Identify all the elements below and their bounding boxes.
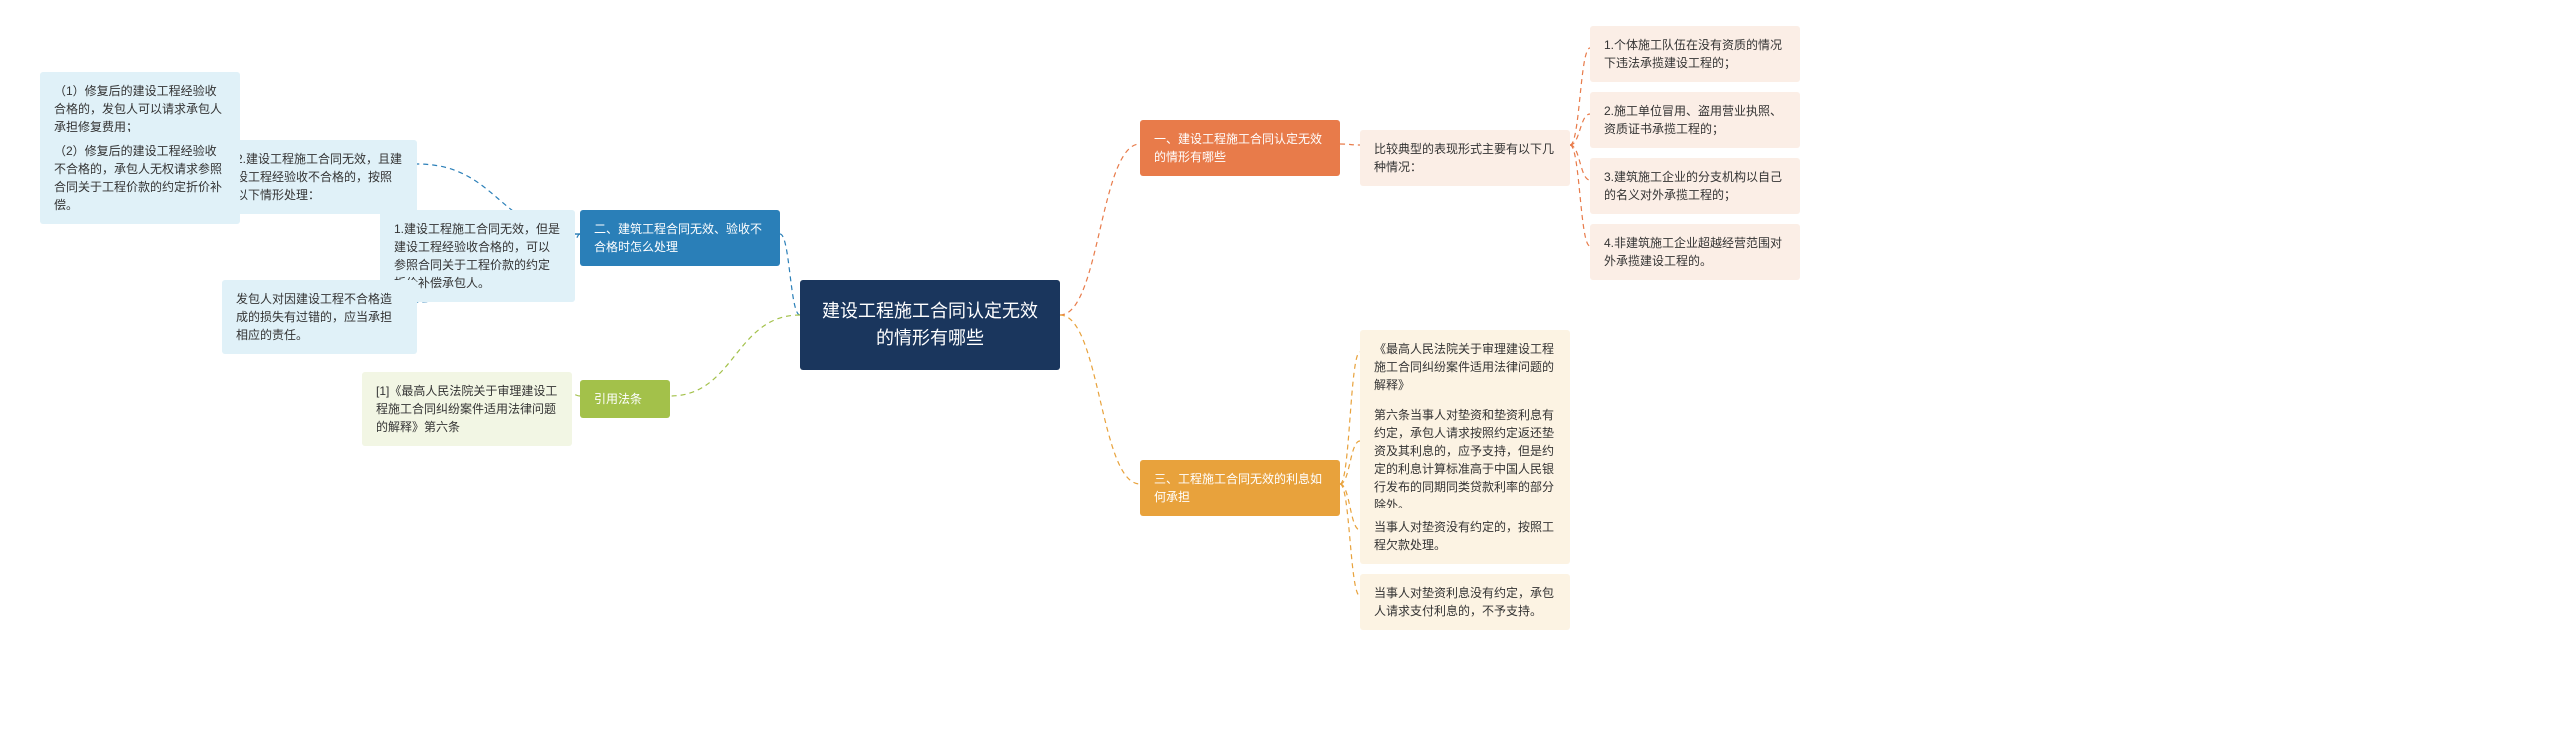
mindmap-node: 当事人对垫资利息没有约定，承包人请求支付利息的，不予支持。 bbox=[1360, 574, 1570, 630]
mindmap-node: 发包人对因建设工程不合格造成的损失有过错的，应当承担相应的责任。 bbox=[222, 280, 417, 354]
mindmap-node: 当事人对垫资没有约定的，按照工程欠款处理。 bbox=[1360, 508, 1570, 564]
mindmap-node: 4.非建筑施工企业超越经营范围对外承揽建设工程的。 bbox=[1590, 224, 1800, 280]
mindmap-node: 比较典型的表现形式主要有以下几种情况： bbox=[1360, 130, 1570, 186]
mindmap-node: [1]《最高人民法院关于审理建设工程施工合同纠纷案件适用法律问题的解释》第六条 bbox=[362, 372, 572, 446]
mindmap-node: 第六条当事人对垫资和垫资利息有约定，承包人请求按照约定返还垫资及其利息的，应予支… bbox=[1360, 396, 1570, 524]
mindmap-node: 一、建设工程施工合同认定无效的情形有哪些 bbox=[1140, 120, 1340, 176]
connector-layer bbox=[0, 0, 2560, 738]
mindmap-node: 2.建设工程施工合同无效，且建设工程经验收不合格的，按照以下情形处理： bbox=[222, 140, 417, 214]
mindmap-node: 引用法条 bbox=[580, 380, 670, 418]
mindmap-node: 3.建筑施工企业的分支机构以自己的名义对外承揽工程的； bbox=[1590, 158, 1800, 214]
mindmap-node: 二、建筑工程合同无效、验收不合格时怎么处理 bbox=[580, 210, 780, 266]
mindmap-node: 1.个体施工队伍在没有资质的情况下违法承揽建设工程的； bbox=[1590, 26, 1800, 82]
mindmap-node: 2.施工单位冒用、盗用营业执照、资质证书承揽工程的； bbox=[1590, 92, 1800, 148]
mindmap-node: 建设工程施工合同认定无效的情形有哪些 bbox=[800, 280, 1060, 370]
mindmap-node: （2）修复后的建设工程经验收不合格的，承包人无权请求参照合同关于工程价款的约定折… bbox=[40, 132, 240, 224]
mindmap-node: 三、工程施工合同无效的利息如何承担 bbox=[1140, 460, 1340, 516]
mindmap-node: 《最高人民法院关于审理建设工程施工合同纠纷案件适用法律问题的解释》 bbox=[1360, 330, 1570, 404]
